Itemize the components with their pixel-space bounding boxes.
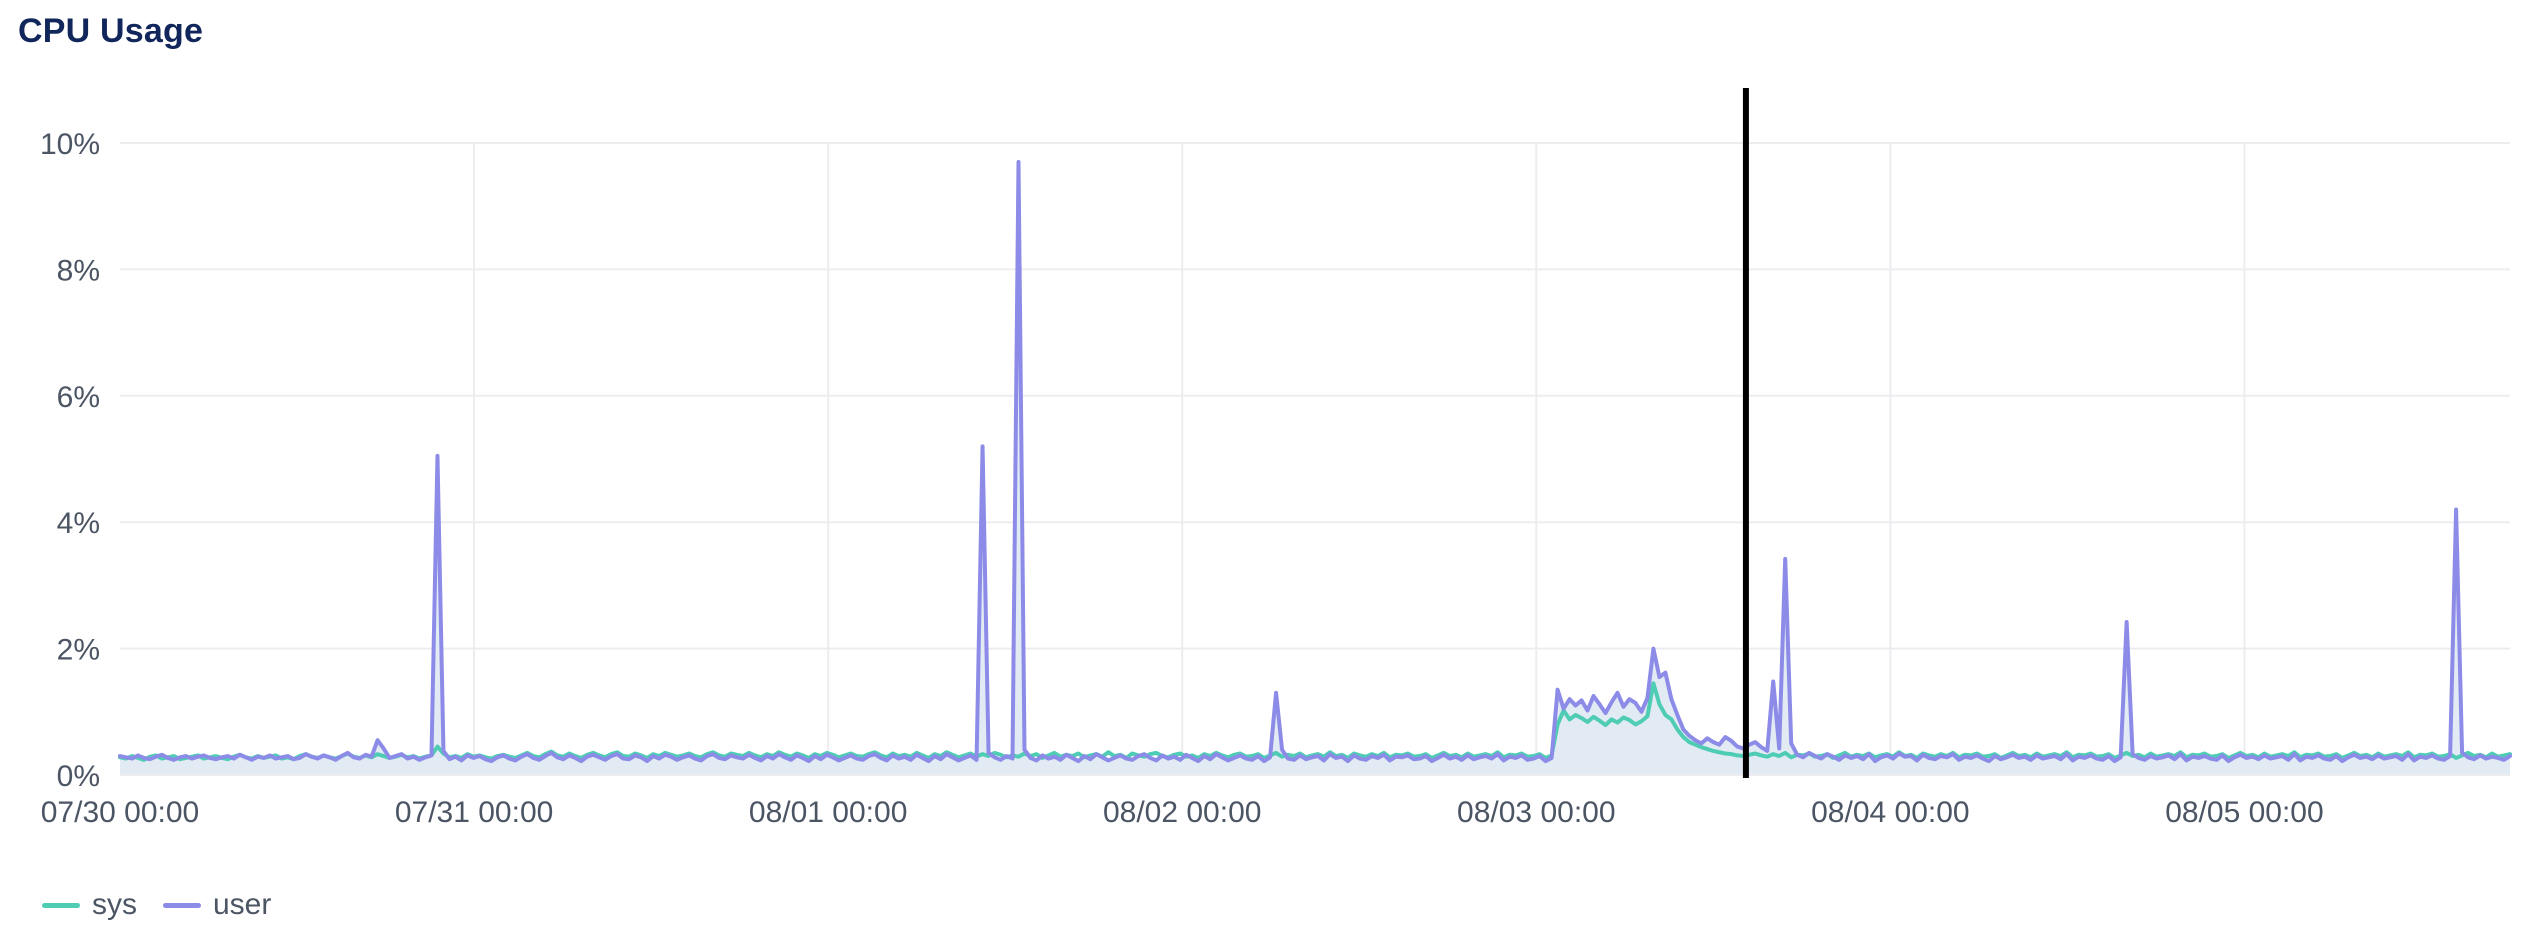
x-axis-tick-label: 07/31 00:00 — [395, 796, 553, 829]
legend-item-sys[interactable]: sys — [42, 888, 137, 922]
x-axis-tick-label: 08/01 00:00 — [749, 796, 907, 829]
series-line-user[interactable] — [118, 159, 2512, 764]
x-axis-tick-label: 08/03 00:00 — [1457, 796, 1615, 829]
y-axis-tick-label: 10% — [40, 128, 100, 161]
x-axis-tick-label: 08/02 00:00 — [1103, 796, 1261, 829]
area-fill-user — [120, 161, 2510, 775]
x-axis-tick-label: 08/05 00:00 — [2165, 796, 2323, 829]
legend-label-user: user — [213, 888, 272, 921]
chart-legend: sys user — [42, 885, 271, 925]
legend-label-sys: sys — [92, 888, 137, 921]
line-swatch-icon — [42, 902, 80, 908]
series-line-sys[interactable] — [118, 681, 2512, 762]
x-axis-tick-label: 08/04 00:00 — [1811, 796, 1969, 829]
y-axis-tick-label: 2% — [57, 634, 100, 667]
line-swatch-icon — [163, 902, 201, 908]
y-axis-tick-label: 0% — [57, 760, 100, 793]
page-title: CPU Usage — [18, 12, 204, 50]
x-axis-tick-label: 07/30 00:00 — [41, 796, 199, 829]
cpu-usage-chart-svg[interactable]: 07/30 00:00 07/31 00:00 08/01 00:00 08/02 0… — [0, 0, 2542, 870]
y-axis-tick-label: 4% — [57, 507, 100, 540]
y-axis-tick-label: 6% — [57, 381, 100, 414]
legend-item-user[interactable]: user — [163, 888, 271, 922]
y-axis-tick-label: 8% — [57, 254, 100, 287]
